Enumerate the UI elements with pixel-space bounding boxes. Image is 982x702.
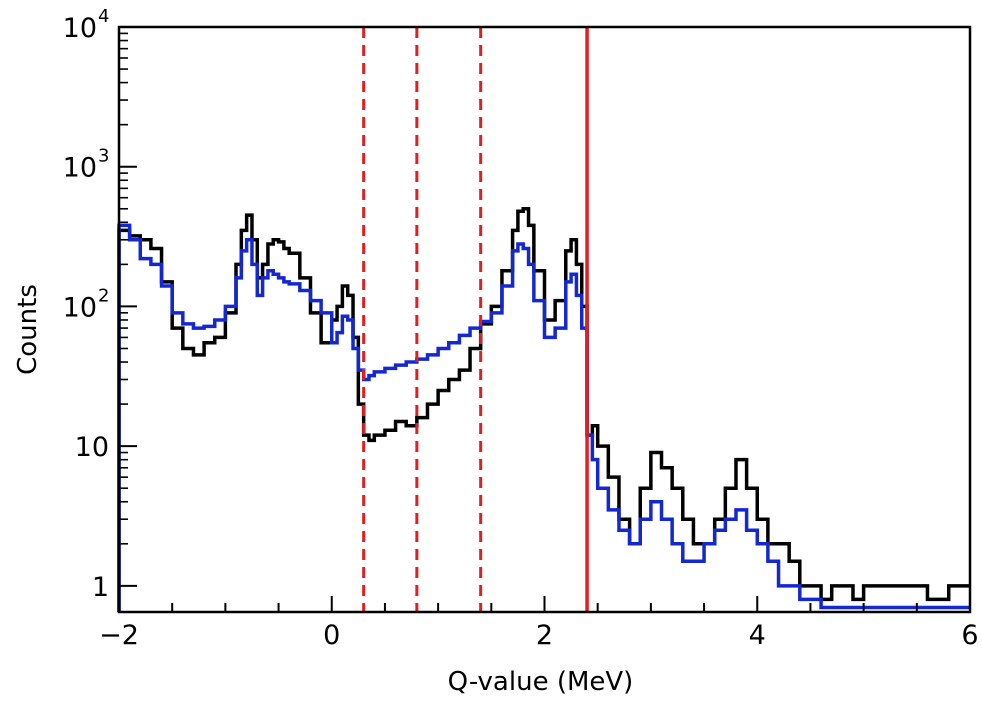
y-tick-exponent: 4 <box>98 6 109 27</box>
y-tick-label: 10 <box>63 153 97 184</box>
x-tick-label: 6 <box>961 620 978 651</box>
x-axis-title: Q-value (MeV) <box>448 667 634 697</box>
y-axis-title: Counts <box>13 284 43 375</box>
y-tick-label: 1 <box>92 572 109 603</box>
x-tick-label: 0 <box>323 620 340 651</box>
y-tick-label: 10 <box>63 292 97 323</box>
y-tick-label: 10 <box>63 13 97 44</box>
y-tick-label: 10 <box>75 432 109 463</box>
x-tick-label: 4 <box>749 620 766 651</box>
y-tick-exponent: 2 <box>98 285 109 306</box>
x-tick-label: −2 <box>99 620 139 651</box>
x-tick-label: 2 <box>536 620 553 651</box>
marker-lines <box>362 27 589 612</box>
series-line-1 <box>117 223 970 612</box>
axes <box>117 25 972 614</box>
series-line-0 <box>117 207 970 612</box>
y-tick-exponent: 3 <box>98 146 109 167</box>
series-group <box>117 207 970 612</box>
